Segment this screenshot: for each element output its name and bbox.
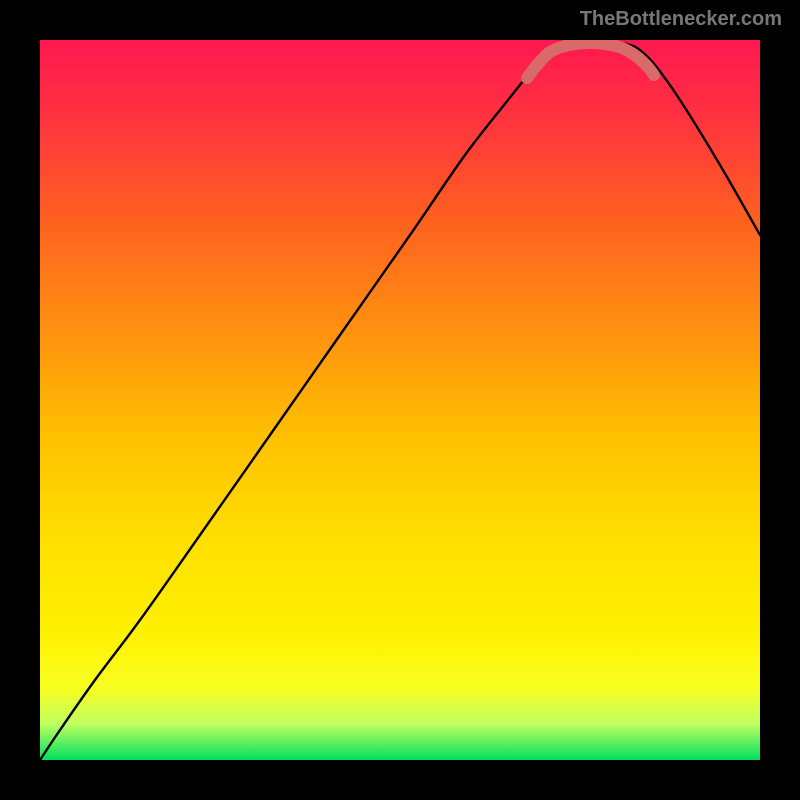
attribution-text: TheBottlenecker.com [580, 8, 782, 31]
gradient-background [40, 40, 760, 760]
bottleneck-curve-chart [40, 40, 760, 760]
chart-area [40, 40, 760, 760]
